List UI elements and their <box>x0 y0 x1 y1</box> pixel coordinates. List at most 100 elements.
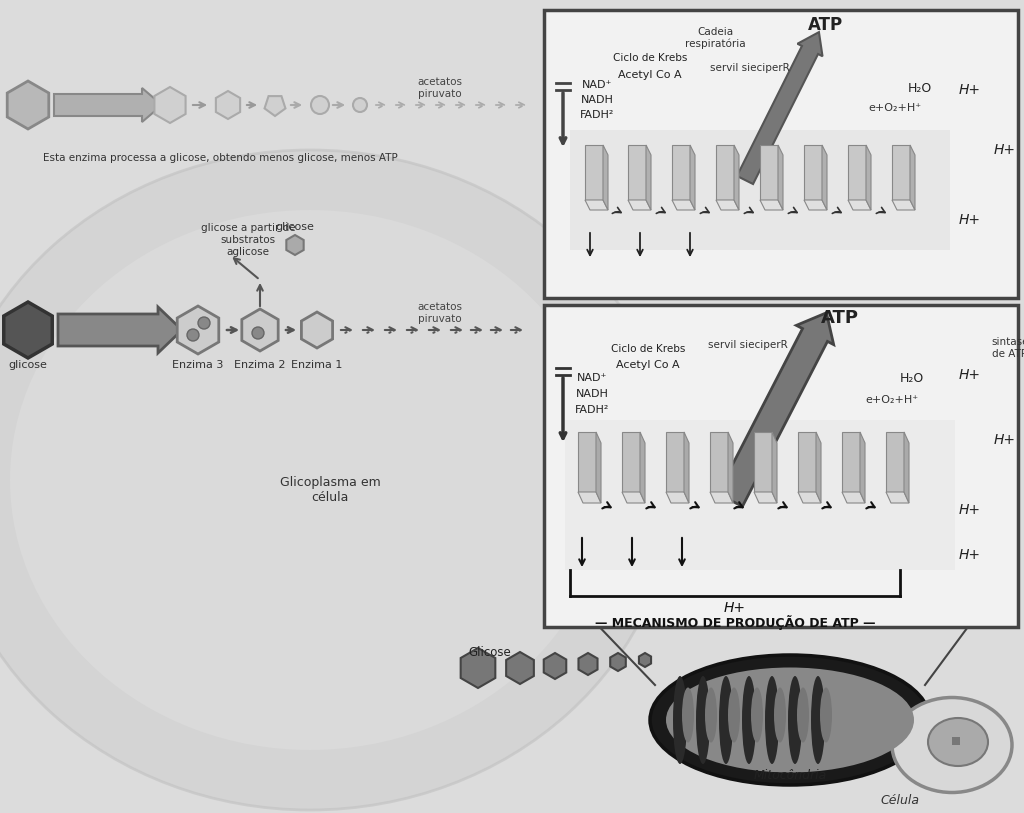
Text: Cadeia
respiratória: Cadeia respiratória <box>685 27 745 49</box>
Polygon shape <box>684 432 689 503</box>
Polygon shape <box>4 302 52 358</box>
Polygon shape <box>640 432 645 503</box>
FancyArrow shape <box>58 307 182 353</box>
Text: Mitocôndria: Mitocôndria <box>754 768 826 781</box>
Polygon shape <box>578 492 601 503</box>
Ellipse shape <box>820 688 831 742</box>
Polygon shape <box>287 235 304 255</box>
Ellipse shape <box>788 676 802 764</box>
Text: Ciclo de Krebs: Ciclo de Krebs <box>610 344 685 354</box>
Text: H+: H+ <box>959 213 981 227</box>
Text: NADH: NADH <box>575 389 608 399</box>
Polygon shape <box>886 492 909 503</box>
Text: acetatos
piruvato: acetatos piruvato <box>418 77 463 99</box>
Ellipse shape <box>928 718 988 766</box>
Text: Enzima 3: Enzima 3 <box>172 360 223 370</box>
Polygon shape <box>646 145 651 210</box>
Polygon shape <box>728 432 733 503</box>
Polygon shape <box>778 145 783 210</box>
Polygon shape <box>666 492 689 503</box>
Polygon shape <box>596 432 601 503</box>
Text: Enzima 2: Enzima 2 <box>234 360 286 370</box>
Text: H+: H+ <box>959 548 981 562</box>
Text: Acetyl Co A: Acetyl Co A <box>616 360 680 370</box>
Ellipse shape <box>650 655 930 785</box>
Polygon shape <box>910 145 915 210</box>
Polygon shape <box>610 653 626 671</box>
Text: e+O₂+H⁺: e+O₂+H⁺ <box>868 103 922 113</box>
Polygon shape <box>710 492 733 503</box>
Circle shape <box>311 96 329 114</box>
Polygon shape <box>860 432 865 503</box>
FancyArrow shape <box>718 313 834 506</box>
Ellipse shape <box>774 688 786 742</box>
Text: ATP: ATP <box>808 16 843 34</box>
Text: NADH: NADH <box>581 95 613 105</box>
Text: acetatos
piruvato: acetatos piruvato <box>418 302 463 324</box>
Text: Enzima 1: Enzima 1 <box>291 360 343 370</box>
Polygon shape <box>760 200 783 210</box>
Text: H+: H+ <box>994 143 1016 157</box>
Polygon shape <box>892 200 915 210</box>
Text: NAD⁺: NAD⁺ <box>582 80 612 90</box>
Polygon shape <box>461 648 496 688</box>
Bar <box>570 130 950 250</box>
Text: ATP: ATP <box>821 309 859 327</box>
Polygon shape <box>690 145 695 210</box>
Text: H+: H+ <box>994 433 1016 447</box>
Polygon shape <box>866 145 871 210</box>
Circle shape <box>198 317 210 329</box>
Polygon shape <box>585 200 608 210</box>
Ellipse shape <box>811 676 825 764</box>
Text: sintase
de ATP: sintase de ATP <box>991 337 1024 359</box>
Bar <box>760 145 778 200</box>
Polygon shape <box>579 653 598 675</box>
Ellipse shape <box>0 150 675 810</box>
Text: NAD⁺: NAD⁺ <box>577 373 607 383</box>
Text: Glicose: Glicose <box>469 646 511 659</box>
Text: H+: H+ <box>959 368 981 382</box>
Bar <box>544 305 1018 627</box>
Polygon shape <box>822 145 827 210</box>
Polygon shape <box>734 145 739 210</box>
Ellipse shape <box>682 688 694 742</box>
Text: servil sieciperR: servil sieciperR <box>710 63 790 73</box>
Text: H+: H+ <box>959 503 981 517</box>
Bar <box>628 145 646 200</box>
Polygon shape <box>264 96 286 116</box>
Circle shape <box>187 329 199 341</box>
Polygon shape <box>7 81 49 129</box>
Ellipse shape <box>765 676 779 764</box>
Polygon shape <box>603 145 608 210</box>
Text: Glicoplasma em
célula: Glicoplasma em célula <box>280 476 380 504</box>
Bar <box>848 145 866 200</box>
Polygon shape <box>798 492 821 503</box>
Bar <box>892 145 910 200</box>
Bar <box>666 432 684 492</box>
Text: H+: H+ <box>724 601 746 615</box>
Polygon shape <box>754 492 777 503</box>
Ellipse shape <box>719 676 733 764</box>
Text: Ciclo de Krebs: Ciclo de Krebs <box>612 53 687 63</box>
Bar <box>804 145 822 200</box>
Bar <box>585 145 603 200</box>
Polygon shape <box>301 312 333 348</box>
Text: H+: H+ <box>959 83 981 97</box>
Ellipse shape <box>10 210 610 750</box>
Bar <box>798 432 816 492</box>
Polygon shape <box>672 200 695 210</box>
Ellipse shape <box>797 688 809 742</box>
Ellipse shape <box>751 688 763 742</box>
Text: FADH²: FADH² <box>580 110 614 120</box>
Polygon shape <box>772 432 777 503</box>
Polygon shape <box>848 200 871 210</box>
Polygon shape <box>816 432 821 503</box>
Text: Célula: Célula <box>881 793 920 806</box>
Text: glicose: glicose <box>275 222 314 232</box>
Circle shape <box>252 327 264 339</box>
Polygon shape <box>544 653 566 679</box>
Text: servil sieciperR: servil sieciperR <box>709 340 787 350</box>
Ellipse shape <box>892 698 1012 793</box>
Polygon shape <box>904 432 909 503</box>
Text: Acetyl Co A: Acetyl Co A <box>618 70 682 80</box>
